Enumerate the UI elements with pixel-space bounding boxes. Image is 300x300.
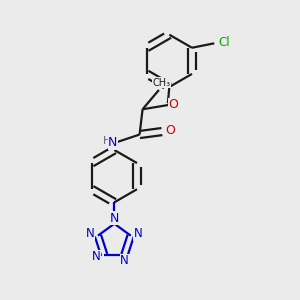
Text: N: N — [108, 136, 118, 149]
Text: O: O — [168, 98, 178, 111]
Text: N: N — [120, 254, 129, 267]
Text: Cl: Cl — [218, 36, 230, 49]
Text: CH₃: CH₃ — [153, 77, 171, 88]
Text: N: N — [134, 227, 143, 240]
Text: N: N — [110, 212, 119, 225]
Text: N: N — [92, 250, 101, 263]
Text: O: O — [165, 124, 175, 137]
Text: H: H — [103, 136, 111, 146]
Text: N: N — [86, 227, 94, 240]
